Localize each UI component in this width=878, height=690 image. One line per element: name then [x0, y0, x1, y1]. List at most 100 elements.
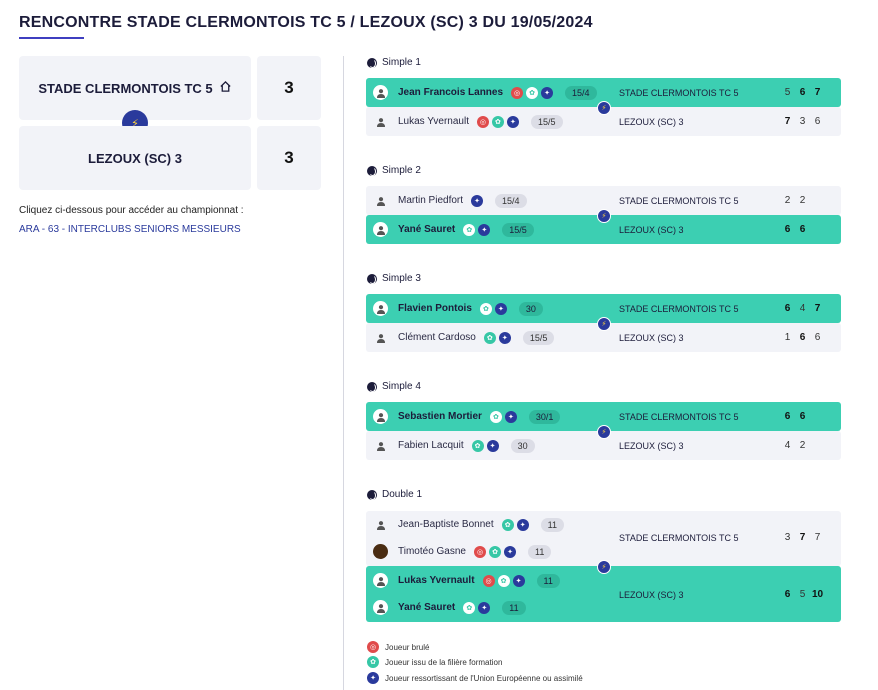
club-name: LEZOUX (SC) 3: [619, 116, 684, 127]
set-score: 2: [799, 440, 806, 451]
club-name: STADE CLERMONTOIS TC 5: [619, 195, 739, 206]
avatar: [373, 600, 388, 615]
avatar: [373, 301, 388, 316]
player-name[interactable]: Lukas Yvernault: [398, 575, 475, 586]
set-score: 6: [784, 224, 791, 235]
set-score: 6: [799, 411, 806, 422]
match-label-text: Simple 3: [382, 273, 421, 284]
match-label-text: Simple 4: [382, 381, 421, 392]
lightning-icon: ⚡: [597, 317, 611, 331]
club-name: LEZOUX (SC) 3: [619, 332, 684, 343]
set-score: 6: [814, 116, 821, 127]
red-badge-icon: ◎: [367, 641, 379, 653]
player-badges: ◎ ✿ ✦: [482, 574, 528, 587]
set-score: 3: [799, 116, 806, 127]
player-badges: ✦: [471, 194, 486, 207]
red-badge-icon: ◎: [474, 545, 486, 558]
club-name: LEZOUX (SC) 3: [619, 589, 684, 600]
player-name[interactable]: Fabien Lacquit: [398, 440, 464, 451]
avatar: [373, 438, 388, 453]
blue-badge-icon: ✦: [516, 518, 529, 531]
blue-badge-icon: ✦: [506, 115, 519, 128]
set-score: 6: [799, 332, 806, 343]
player-rank: 30/1: [528, 409, 561, 424]
red-badge-icon: ◎: [482, 574, 495, 587]
avatar: [373, 409, 388, 424]
set-score: 6: [799, 224, 806, 235]
match-label: Simple 1: [367, 57, 421, 68]
set-score: 5: [784, 87, 791, 98]
teal-badge-icon: ✿: [497, 574, 510, 587]
set-score: 4: [799, 303, 806, 314]
player-name[interactable]: Sebastien Mortier: [398, 411, 482, 422]
avatar: [373, 330, 388, 345]
blue-badge-icon: ✦: [504, 545, 516, 558]
set-score: 3: [784, 532, 791, 543]
double-team2-score: LEZOUX (SC) 3 6 5 10: [366, 581, 841, 608]
player-rank: 11: [540, 517, 564, 532]
double-team2-block: [366, 566, 841, 622]
player-badges: ✿ ✦: [483, 331, 514, 344]
away-team-card: LEZOUX (SC) 3: [19, 126, 251, 190]
home-icon: [219, 80, 232, 96]
championship-link[interactable]: ARA - 63 - INTERCLUBS SENIORS MESSIEURS: [19, 224, 241, 235]
player-name[interactable]: Jean-Baptiste Bonnet: [398, 519, 494, 530]
teal-badge-icon: ✿: [479, 302, 492, 315]
set-scores: 6 5 10: [780, 589, 825, 600]
player-name[interactable]: Lukas Yvernault: [398, 116, 469, 127]
player-row: Yané Sauret ✿ ✦ 11: [366, 594, 841, 621]
championship-prompt: Cliquez ci-dessous pour accéder au champ…: [19, 205, 244, 216]
player-badges: ◎ ✿ ✦: [476, 115, 522, 128]
player-badges: ◎ ✿ ✦: [474, 545, 519, 558]
player-badges: ✿ ✦: [463, 601, 493, 614]
set-score: 5: [799, 589, 806, 600]
player-badges: ✿ ✦: [501, 518, 532, 531]
player-name[interactable]: Jean Francois Lannes: [398, 87, 504, 98]
blue-badge-icon: ✦: [471, 194, 484, 207]
player-rank: 15/4: [495, 193, 527, 208]
player-name[interactable]: Yané Sauret: [398, 602, 456, 613]
legend-text: Joueur issu de la filière formation: [385, 657, 503, 667]
tennis-ball-icon: [367, 489, 377, 500]
avatar: [373, 114, 388, 129]
player-name[interactable]: Martin Piedfort: [398, 195, 464, 206]
avatar: [373, 85, 388, 100]
player-rank: 30: [510, 438, 535, 453]
set-score: 10: [811, 589, 824, 600]
set-score: 6: [784, 303, 791, 314]
player-rank: 15/5: [502, 222, 534, 237]
player-rank: 11: [528, 544, 552, 559]
player-badges: ✿ ✦: [479, 302, 510, 315]
tennis-ball-icon: [367, 57, 377, 68]
set-score: 6: [784, 411, 791, 422]
avatar: [373, 222, 388, 237]
player-rank: 30: [518, 301, 543, 316]
home-team-name: STADE CLERMONTOIS TC 5: [38, 80, 213, 96]
legend-item: ✦ Joueur ressortissant de l'Union Europée…: [367, 672, 583, 684]
set-score: 7: [784, 116, 791, 127]
lightning-icon: ⚡: [597, 560, 611, 574]
player-name[interactable]: Clément Cardoso: [398, 332, 476, 343]
player-name[interactable]: Flavien Pontois: [398, 303, 472, 314]
player-name[interactable]: Yané Sauret: [398, 224, 456, 235]
legend-item: ◎ Joueur brulé: [367, 641, 429, 653]
teal-badge-icon: ✿: [483, 331, 496, 344]
player-rank: 15/5: [530, 114, 563, 129]
player-row: Timotéo Gasne ◎ ✿ ✦ 11: [366, 538, 841, 565]
avatar: [373, 544, 388, 559]
blue-badge-icon: ✦: [498, 331, 511, 344]
match-label-text: Simple 1: [382, 57, 421, 68]
player-name[interactable]: Timotéo Gasne: [398, 546, 466, 557]
club-name: LEZOUX (SC) 3: [619, 440, 684, 451]
legend-item: ✿ Joueur issu de la filière formation: [367, 656, 502, 668]
club-name: STADE CLERMONTOIS TC 5: [619, 87, 739, 98]
